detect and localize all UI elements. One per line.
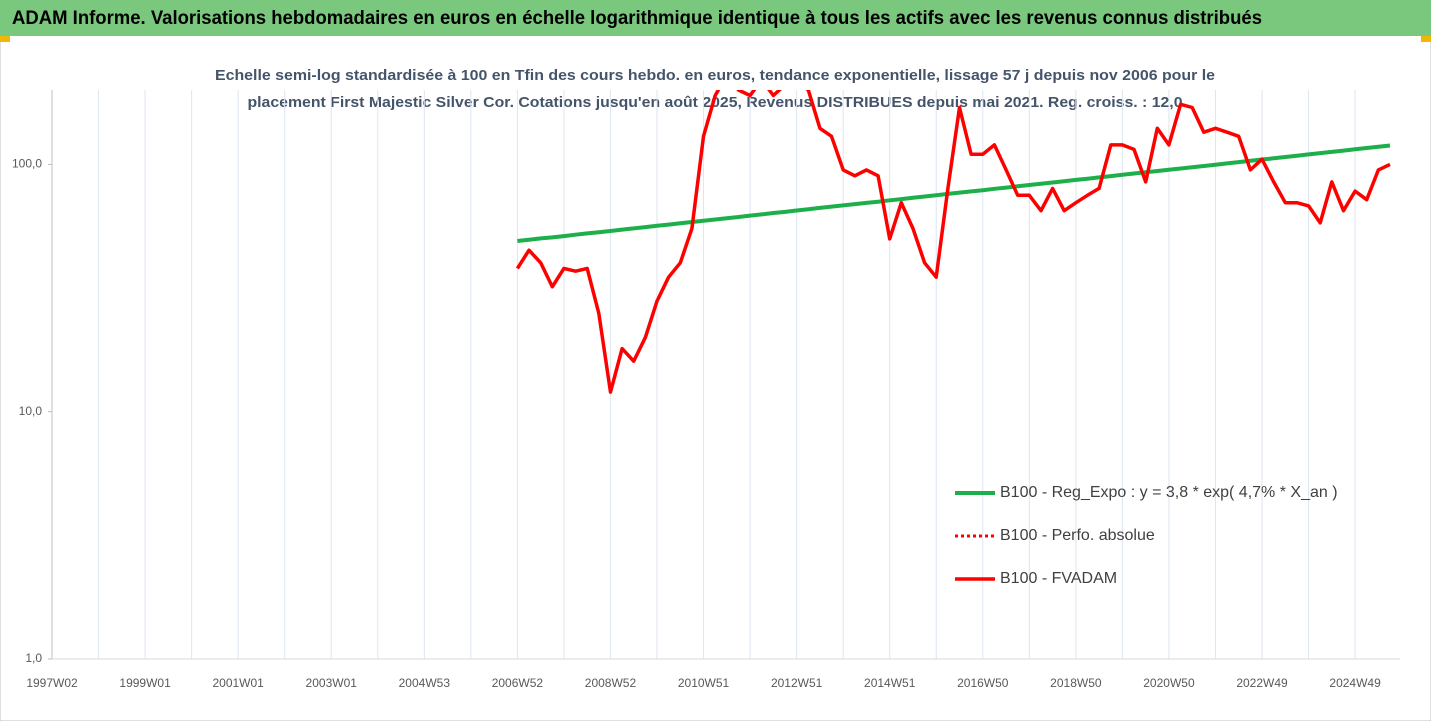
y-tick-label: 100,0	[12, 157, 42, 171]
x-tick-label: 2006W52	[492, 676, 544, 690]
x-tick-label: 2020W50	[1143, 676, 1195, 690]
series-line	[515, 90, 1391, 394]
x-tick-label: 2008W52	[585, 676, 637, 690]
corner	[1421, 36, 1431, 42]
x-tick-label: 2018W50	[1050, 676, 1102, 690]
y-tick-label: 1,0	[25, 651, 42, 665]
legend-label: B100 - FVADAM	[1000, 570, 1117, 587]
x-tick-label: 2004W53	[399, 676, 451, 690]
x-tick-label: 2016W50	[957, 676, 1009, 690]
y-tick-label: 10,0	[19, 404, 43, 418]
corner	[0, 36, 10, 42]
x-tick-label: 1997W02	[26, 676, 78, 690]
plot	[515, 90, 1391, 394]
x-tick-label: 2024W49	[1329, 676, 1381, 690]
x-tick-label: 2022W49	[1236, 676, 1288, 690]
grid: 1997W02 1999W01 2001W01 2003W01 2004W53 2006W…	[12, 90, 1400, 690]
legend: B100 - Reg_Expo : y = 3,8 * exp( 4,7% * …	[955, 484, 1338, 587]
series-line	[517, 143, 1391, 243]
legend-label: B100 - Reg_Expo : y = 3,8 * exp( 4,7% * …	[1000, 484, 1338, 501]
x-tick-label: 2014W51	[864, 676, 916, 690]
header-band	[0, 0, 1431, 36]
header-title: ADAM Informe. Valorisations hebdomadaire…	[12, 8, 1262, 29]
x-tick-label: 2003W01	[306, 676, 358, 690]
legend-label: B100 - Perfo. absolue	[1000, 527, 1155, 544]
x-tick-label: 2010W51	[678, 676, 730, 690]
x-tick-label: 2012W51	[771, 676, 823, 690]
chart-title: Echelle semi-log standardisée à 100 en T…	[215, 67, 1215, 84]
x-tick-label: 1999W01	[119, 676, 171, 690]
x-tick-label: 2001W01	[212, 676, 264, 690]
